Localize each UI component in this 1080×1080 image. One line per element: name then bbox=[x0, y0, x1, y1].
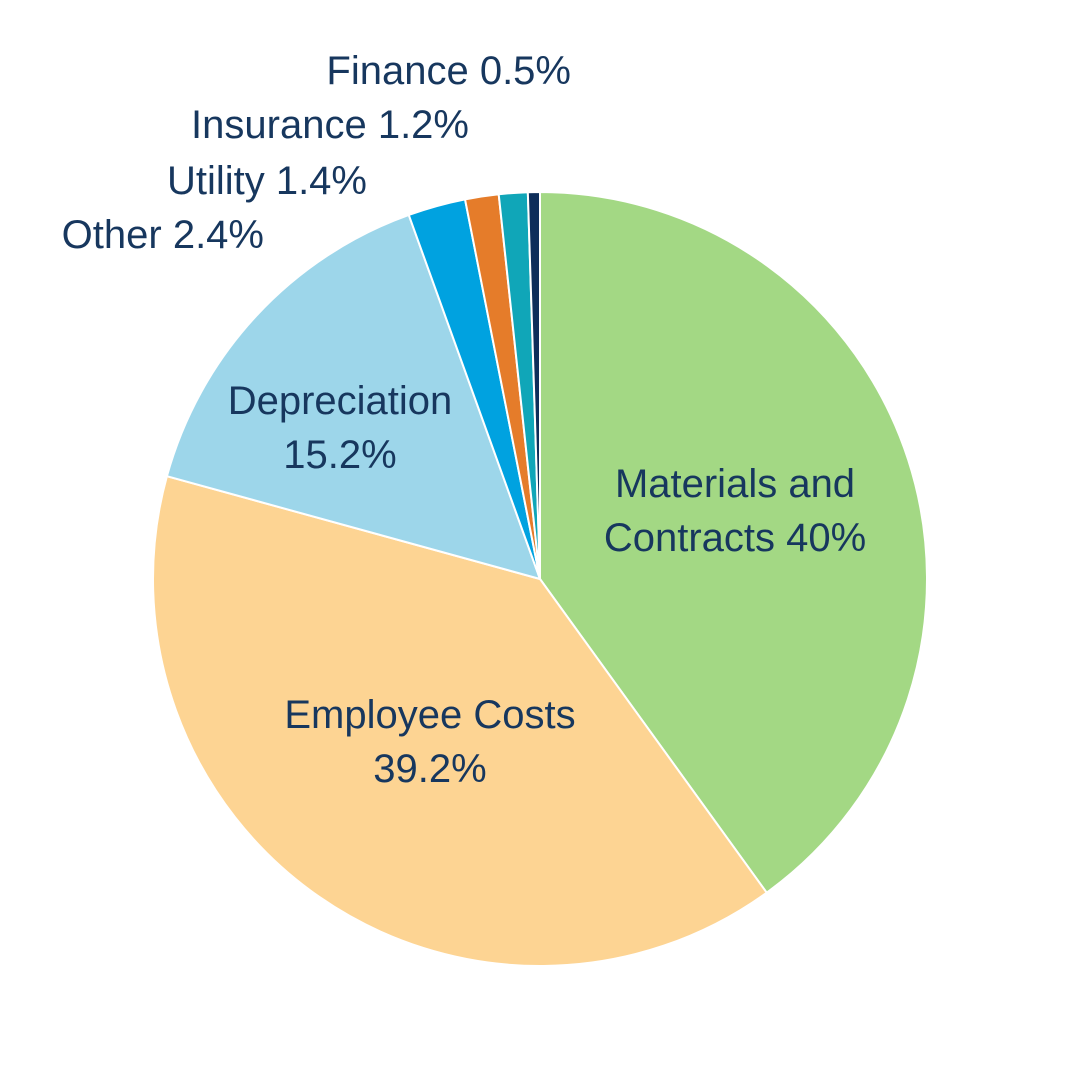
pie-labels: Materials and Contracts 40% Employee Costs… bbox=[62, 49, 867, 791]
label-depreciation: Depreciation 15.2% bbox=[228, 379, 453, 477]
label-materials-and-contracts: Materials and Contracts 40% bbox=[604, 462, 866, 560]
label-utility: Utility 1.4% bbox=[167, 159, 367, 203]
pie-slices bbox=[152, 190, 928, 967]
label-finance-line-1: Finance 0.5% bbox=[326, 49, 571, 93]
label-utility-line-1: Utility 1.4% bbox=[167, 159, 367, 203]
label-depreciation-line-1: Depreciation bbox=[228, 379, 453, 423]
slice-employee-costs bbox=[152, 474, 769, 967]
label-materials-and-contracts-line-2: Contracts 40% bbox=[604, 516, 866, 560]
label-other-line-1: Other 2.4% bbox=[62, 213, 264, 257]
label-other: Other 2.4% bbox=[62, 213, 264, 257]
slice-finance bbox=[526, 190, 541, 580]
slice-materials-and-contracts bbox=[539, 190, 928, 895]
label-employee-costs-line-1: Employee Costs bbox=[284, 693, 575, 737]
label-finance: Finance 0.5% bbox=[326, 49, 571, 93]
label-employee-costs-line-2: 39.2% bbox=[373, 747, 486, 791]
slice-depreciation bbox=[165, 213, 542, 581]
label-materials-and-contracts-line-1: Materials and bbox=[615, 462, 855, 506]
label-depreciation-line-2: 15.2% bbox=[283, 433, 396, 477]
label-employee-costs: Employee Costs 39.2% bbox=[284, 693, 575, 791]
label-insurance-line-1: Insurance 1.2% bbox=[191, 103, 469, 147]
label-insurance: Insurance 1.2% bbox=[191, 103, 469, 147]
